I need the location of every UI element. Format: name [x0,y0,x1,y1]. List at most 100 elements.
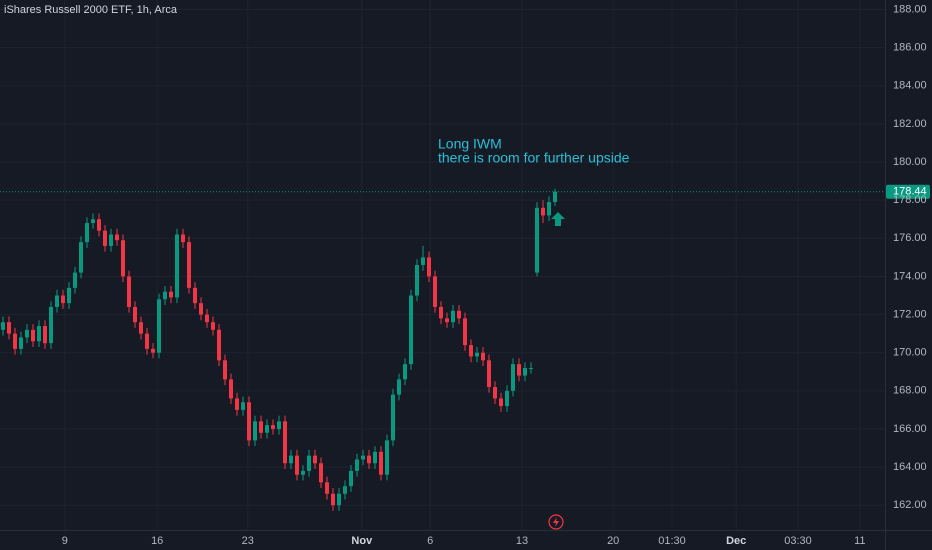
candle-body [397,379,401,395]
x-tick-label: 11 [854,535,865,547]
candle-body [439,306,443,319]
candle-body [211,322,215,330]
candle-body [85,223,89,243]
y-tick-label: 162.00 [893,499,927,511]
candle-body [1,322,5,330]
x-tick-label: 13 [516,535,528,547]
candle-body [115,234,119,241]
candle-body [289,455,293,464]
x-tick-label: 03:30 [784,535,812,547]
candle-body [361,455,365,460]
candle-body [97,219,101,231]
candle-body [271,425,275,429]
candle-body [337,493,341,506]
candle-body [253,421,257,441]
y-tick-label: 188.00 [893,3,927,15]
candle-body [421,257,425,265]
candle-body [127,276,131,307]
candle-body [49,306,53,344]
candle-body [553,191,557,203]
candle-body [469,345,473,357]
candle-body [235,398,239,410]
arrow-icon [551,212,565,226]
candle-body [67,287,71,304]
x-tick-label: 6 [427,535,433,547]
candle-body [319,463,323,483]
candle-body [61,295,65,304]
candle-body [283,421,287,464]
y-tick-label: 172.00 [893,308,927,320]
candle-body [355,459,359,471]
candle-body [163,291,167,300]
y-tick-label: 174.00 [893,270,927,282]
candle-body [187,242,191,288]
candle-body [265,425,269,433]
candle-body [103,230,107,246]
y-tick-label: 186.00 [893,42,927,54]
candle-body [385,440,389,475]
x-tick-label: 20 [607,535,619,547]
candle-body [241,402,245,410]
candle-body [409,295,413,365]
candle-body [493,387,497,399]
candle-body [313,455,317,464]
y-tick-label: 184.00 [893,80,927,92]
y-tick-label: 180.00 [893,156,927,168]
event-icon[interactable] [548,514,564,530]
candle-body [307,455,311,471]
candle-body [301,470,305,475]
candle-body [55,295,59,307]
candle-body [451,310,455,323]
candle-body [541,207,545,216]
candle-body [505,390,509,407]
candle-body [259,421,263,433]
candle-body [463,318,467,346]
candle-body [547,202,551,216]
candle-body [379,451,383,475]
grid [0,0,885,530]
candle-body [511,364,515,391]
candle-body [295,455,299,475]
candle-body [331,493,335,506]
x-tick-label: Nov [351,535,373,547]
candle-body [517,364,521,376]
candle-body [37,326,41,342]
x-tick-label: 01:30 [658,535,686,547]
x-tick-label: Dec [726,535,746,547]
annotation: there is room for further upside [438,150,630,166]
candle-body [499,398,503,407]
y-tick-label: 166.00 [893,423,927,435]
y-tick-label: 176.00 [893,232,927,244]
event-icon-bolt [553,517,559,527]
candle-body [247,402,251,441]
candle-body [199,303,203,315]
x-tick-label: 23 [242,535,254,547]
candle-body [169,291,173,298]
y-tick-label: 182.00 [893,118,927,130]
y-tick-label: 178.00 [893,194,927,206]
candle-body [25,329,29,338]
price-label-box [886,184,930,199]
candle-body [13,333,17,349]
candle-body [31,329,35,342]
candle-body [415,265,419,296]
candle-body [205,314,209,323]
candle-body [79,242,83,273]
candle-body [457,310,461,319]
y-tick-label: 164.00 [893,461,927,473]
candle-body [181,234,185,243]
candle-body [427,257,431,277]
candle-body [481,352,485,361]
candle-body [121,240,125,277]
candle-body [223,360,227,380]
y-tick-label: 168.00 [893,385,927,397]
candle-body [73,272,77,288]
candle-body [229,379,233,399]
candle-body [523,367,527,376]
candle-body [91,219,95,224]
candle-body [175,234,179,298]
chart-title: iShares Russell 2000 ETF, 1h, Arca [4,4,178,16]
